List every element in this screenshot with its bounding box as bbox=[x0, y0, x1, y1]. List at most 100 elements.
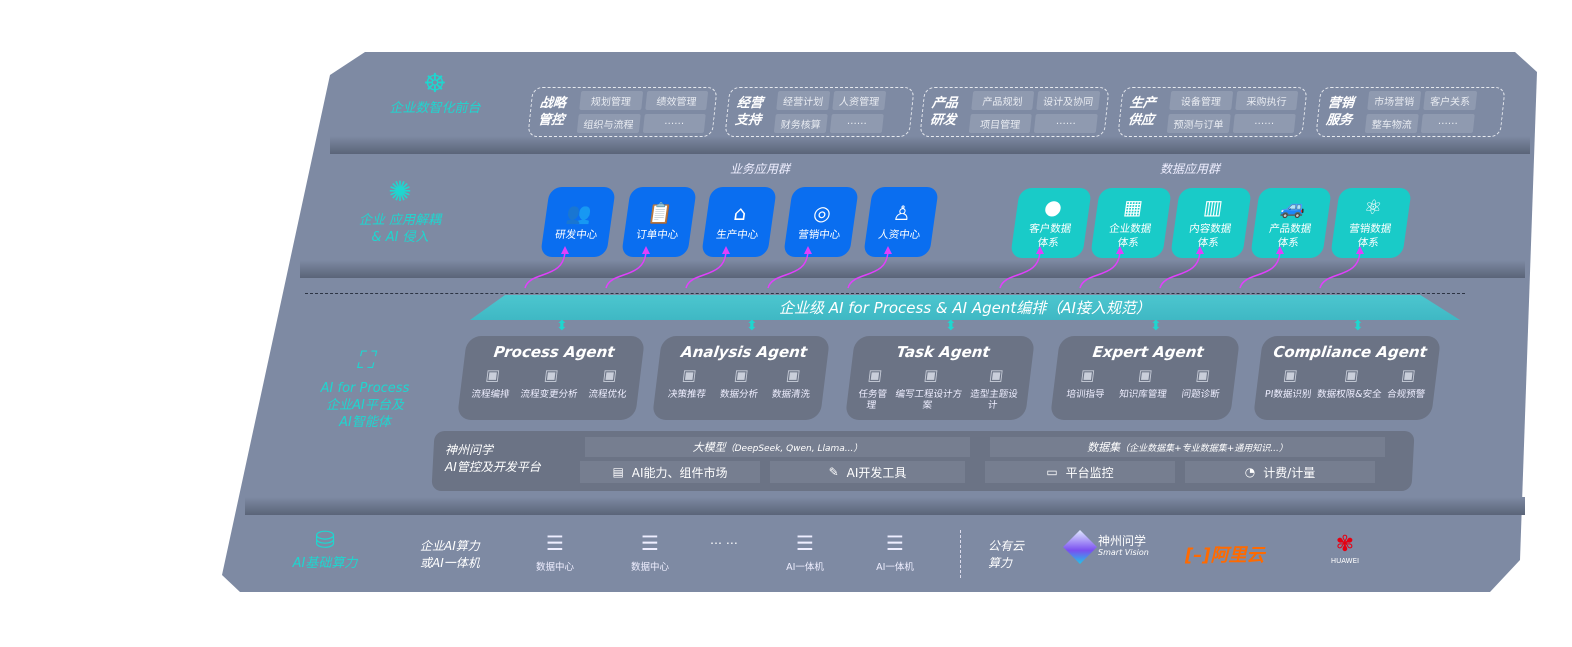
agent-card[interactable]: Expert Agent ▣ 培训指导 ▣ 知识库管理 ▣ 问题诊断 bbox=[1049, 336, 1241, 420]
agent-feature: ▣ 流程优化 bbox=[587, 366, 630, 400]
agent-title: Task Agent bbox=[895, 343, 991, 361]
monitor-icon: ▭ bbox=[1046, 465, 1058, 479]
connector-arrow bbox=[1239, 249, 1281, 289]
component-market[interactable]: ▤ AI能力、组件市场 bbox=[580, 461, 760, 483]
agent-title: Analysis Agent bbox=[680, 343, 809, 361]
divider bbox=[960, 530, 961, 578]
shelf bbox=[300, 260, 1525, 278]
model-label: 大模型 bbox=[692, 441, 726, 454]
label-line: 企业AI算力 bbox=[420, 539, 480, 553]
connector-arrow bbox=[1319, 249, 1361, 289]
feature-icon: ▣ bbox=[733, 366, 750, 384]
arrow-head bbox=[804, 246, 812, 254]
feature-label: 问题诊断 bbox=[1180, 389, 1221, 400]
server-label: AI一体机 bbox=[876, 562, 914, 573]
feature-label: 流程优化 bbox=[587, 389, 628, 400]
diamond-logo-icon bbox=[1063, 530, 1097, 564]
feature-icon: ▣ bbox=[1137, 366, 1154, 384]
server-item: ☰ AI一体机 bbox=[780, 533, 830, 573]
agent-feature: ▣ 编写工程设计方案 bbox=[889, 366, 969, 411]
feature-label: 数据分析 bbox=[719, 389, 759, 400]
layer-label: 企业 应用解耦 bbox=[358, 213, 442, 228]
agent-card[interactable]: Compliance Agent ▣ PI数据识别 ▣ 数据权限&安全 ▣ 合规预警 bbox=[1252, 336, 1442, 420]
vendor-name: HUAWEI bbox=[1330, 557, 1360, 565]
server-label: AI一体机 bbox=[786, 562, 824, 573]
server-label: 数据中心 bbox=[630, 562, 669, 573]
server-label: 数据中心 bbox=[535, 562, 574, 573]
arrow-head bbox=[1196, 246, 1204, 254]
feature-label: 任务管理 bbox=[857, 389, 888, 411]
arrow-head bbox=[561, 246, 569, 254]
arrow-head bbox=[1116, 246, 1124, 254]
vendor-sub: Smart Vision bbox=[1098, 548, 1149, 557]
public-cloud-label: 公有云 算力 bbox=[988, 538, 1024, 572]
platform-monitor[interactable]: ▭ 平台监控 bbox=[985, 461, 1175, 483]
agent-feature: ▣ 造型主题设计 bbox=[964, 366, 1025, 411]
cell-label: 平台监控 bbox=[1065, 465, 1114, 480]
agent-feature: ▣ 数据分析 bbox=[719, 366, 761, 400]
cell-label: AI开发工具 bbox=[846, 465, 907, 480]
label-line: 算力 bbox=[988, 556, 1013, 570]
feature-label: 流程编排 bbox=[470, 389, 511, 400]
feature-icon: ▣ bbox=[988, 366, 1005, 384]
agent-card[interactable]: Process Agent ▣ 流程编排 ▣ 流程变更分析 ▣ 流程优化 bbox=[456, 336, 646, 420]
connector-arrow bbox=[767, 249, 809, 289]
feature-label: 造型主题设计 bbox=[969, 389, 1019, 411]
agent-feature: ▣ 任务管理 bbox=[852, 366, 895, 411]
layer-ai: ⛶ AI for Process 企业AI平台及 AI智能体 bbox=[300, 340, 430, 431]
feature-label: 数据清洗 bbox=[771, 389, 811, 400]
feature-label: 编写工程设计方案 bbox=[894, 389, 963, 411]
feature-icon: ▣ bbox=[601, 366, 619, 384]
feature-label: 知识库管理 bbox=[1118, 389, 1168, 400]
platform-name-line: AI管控及开发平台 bbox=[445, 460, 541, 474]
down-arrow-icon: ⬍ bbox=[746, 318, 758, 334]
server-icon: ☰ bbox=[796, 531, 814, 555]
platform-name-line: 神州问学 bbox=[445, 443, 494, 457]
cell-label: AI能力、组件市场 bbox=[631, 465, 728, 480]
smartvision-logo: 神州问学 Smart Vision bbox=[1063, 530, 1149, 564]
model-row: 大模型（DeepSeek, Qwen, Llama...） bbox=[585, 437, 970, 457]
orchestration-label: 企业级 AI for Process & AI Agent编排（AI接入规范） bbox=[779, 299, 1151, 317]
connector-arrow bbox=[685, 249, 727, 289]
agent-feature: ▣ 问题诊断 bbox=[1180, 366, 1223, 400]
billing[interactable]: ◔ 计费/计量 bbox=[1185, 461, 1375, 483]
divider bbox=[305, 293, 1465, 294]
agent-feature: ▣ PI数据识别 bbox=[1264, 366, 1315, 400]
agent-feature: ▣ 数据清洗 bbox=[771, 366, 813, 400]
feature-icon: ▣ bbox=[1282, 366, 1299, 384]
agent-feature: ▣ 流程变更分析 bbox=[520, 366, 581, 400]
feature-icon: ▣ bbox=[1194, 366, 1212, 384]
agent-feature: ▣ 知识库管理 bbox=[1118, 366, 1171, 400]
feature-label: 合规预警 bbox=[1386, 389, 1426, 400]
huawei-logo: ✾ HUAWEI bbox=[1320, 533, 1370, 566]
server-item: ☰ AI一体机 bbox=[870, 533, 920, 573]
vendor-name: 神州问学 bbox=[1098, 534, 1147, 548]
connector-arrow bbox=[999, 249, 1041, 289]
feature-icon: ▣ bbox=[785, 366, 802, 384]
dev-tools[interactable]: ✎ AI开发工具 bbox=[770, 461, 965, 483]
feature-icon: ▣ bbox=[543, 366, 560, 384]
enterprise-compute-label: 企业AI算力 或AI一体机 bbox=[420, 538, 480, 572]
agent-title: Compliance Agent bbox=[1272, 343, 1429, 361]
agent-card[interactable]: Analysis Agent ▣ 决策推荐 ▣ 数据分析 ▣ 数据清洗 bbox=[651, 336, 831, 420]
feature-label: 数据权限&安全 bbox=[1316, 389, 1383, 400]
agent-card[interactable]: Task Agent ▣ 任务管理 ▣ 编写工程设计方案 ▣ 造型主题设计 bbox=[844, 336, 1036, 420]
agent-title: Expert Agent bbox=[1091, 343, 1205, 361]
down-arrow-icon: ⬍ bbox=[556, 318, 568, 334]
layer-infra: ⛁ AI基础算力 bbox=[270, 525, 380, 572]
agent-feature: ▣ 流程编排 bbox=[470, 366, 513, 400]
agent-feature: ▣ 数据权限&安全 bbox=[1316, 366, 1384, 400]
label-line: 或AI一体机 bbox=[420, 556, 480, 570]
layer-apps: ✺ 企业 应用解耦 & AI 侵入 bbox=[340, 172, 460, 246]
agent-feature: ▣ 培训指导 bbox=[1066, 366, 1108, 400]
layer-label: 企业AI平台及 bbox=[326, 398, 404, 413]
model-note: （DeepSeek, Qwen, Llama...） bbox=[725, 444, 863, 454]
layer-label: AI基础算力 bbox=[292, 556, 358, 571]
gauge-icon: ◔ bbox=[1244, 465, 1256, 479]
feature-label: PI数据识别 bbox=[1264, 389, 1313, 400]
face-scan-icon: ⛶ bbox=[356, 346, 374, 374]
feature-icon: ▣ bbox=[922, 366, 940, 384]
tool-icon: ✎ bbox=[828, 465, 839, 479]
connector-arrow bbox=[1159, 249, 1201, 289]
